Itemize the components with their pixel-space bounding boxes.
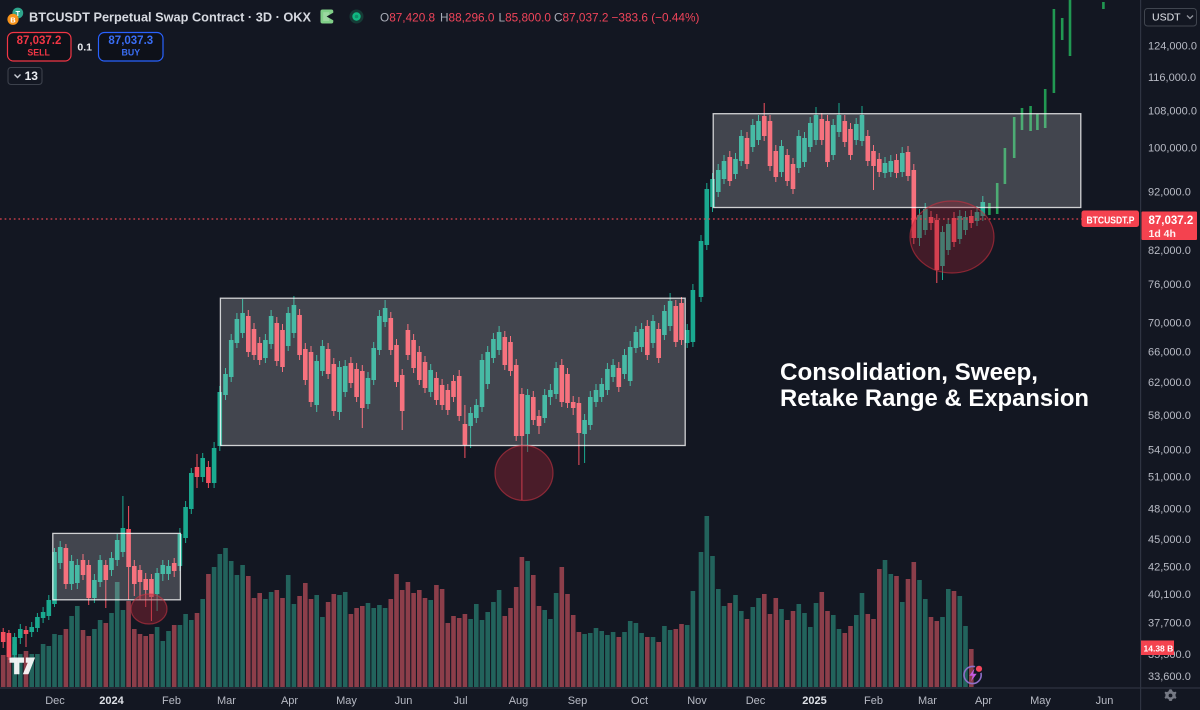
svg-text:Sep: Sep <box>568 695 588 707</box>
svg-text:H88,296.0: H88,296.0 <box>440 11 495 25</box>
svg-text:14.38 B: 14.38 B <box>1144 644 1174 654</box>
svg-text:1d 4h: 1d 4h <box>1149 228 1176 240</box>
svg-text:87,037.2: 87,037.2 <box>17 35 62 47</box>
svg-text:2025: 2025 <box>802 695 826 707</box>
svg-text:Mar: Mar <box>918 695 937 707</box>
svg-text:58,000.0: 58,000.0 <box>1148 410 1191 422</box>
svg-text:48,000.0: 48,000.0 <box>1148 504 1191 516</box>
svg-text:Aug: Aug <box>509 695 529 707</box>
svg-text:40,100.0: 40,100.0 <box>1148 589 1191 601</box>
svg-text:L85,800.0: L85,800.0 <box>499 11 552 25</box>
svg-text:USDT: USDT <box>1152 12 1181 24</box>
svg-text:87,037.2: 87,037.2 <box>1149 215 1194 227</box>
svg-text:54,000.0: 54,000.0 <box>1148 445 1191 457</box>
svg-text:Oct: Oct <box>631 695 648 707</box>
svg-text:45,000.0: 45,000.0 <box>1148 534 1191 546</box>
svg-text:Jul: Jul <box>453 695 467 707</box>
svg-text:Consolidation, Sweep,: Consolidation, Sweep, <box>780 359 1038 386</box>
svg-text:124,000.0: 124,000.0 <box>1148 41 1197 53</box>
svg-text:62,000.0: 62,000.0 <box>1148 377 1191 389</box>
svg-text:Feb: Feb <box>162 695 181 707</box>
svg-text:−383.6 (−0.44%): −383.6 (−0.44%) <box>612 11 700 25</box>
svg-text:BUY: BUY <box>122 48 141 58</box>
svg-text:92,000.0: 92,000.0 <box>1148 187 1191 199</box>
svg-text:70,000.0: 70,000.0 <box>1148 318 1191 330</box>
svg-text:Apr: Apr <box>975 695 992 707</box>
svg-text:82,000.0: 82,000.0 <box>1148 245 1191 257</box>
svg-text:51,000.0: 51,000.0 <box>1148 472 1191 484</box>
svg-text:SELL: SELL <box>27 48 50 58</box>
svg-text:B: B <box>10 15 16 24</box>
svg-text:42,500.0: 42,500.0 <box>1148 562 1191 574</box>
svg-text:37,700.0: 37,700.0 <box>1148 618 1191 630</box>
svg-text:2024: 2024 <box>99 695 124 707</box>
svg-text:Jun: Jun <box>1096 695 1114 707</box>
svg-text:Feb: Feb <box>864 695 883 707</box>
svg-text:May: May <box>336 695 357 707</box>
svg-text:108,000.0: 108,000.0 <box>1148 106 1197 118</box>
svg-text:C87,037.2: C87,037.2 <box>554 11 608 25</box>
svg-text:BTCUSDT Perpetual Swap Contrac: BTCUSDT Perpetual Swap Contract · 3D · O… <box>29 10 311 25</box>
svg-text:66,000.0: 66,000.0 <box>1148 347 1191 359</box>
svg-text:76,000.0: 76,000.0 <box>1148 279 1191 291</box>
svg-text:13: 13 <box>25 69 39 83</box>
svg-text:0.1: 0.1 <box>77 41 92 53</box>
svg-text:100,000.0: 100,000.0 <box>1148 143 1197 155</box>
svg-text:Retake Range & Expansion: Retake Range & Expansion <box>780 385 1089 412</box>
svg-text:O87,420.8: O87,420.8 <box>380 11 436 25</box>
svg-text:T: T <box>16 9 21 18</box>
svg-text:Dec: Dec <box>746 695 766 707</box>
svg-text:116,000.0: 116,000.0 <box>1148 72 1196 84</box>
svg-text:Nov: Nov <box>687 695 707 707</box>
svg-text:May: May <box>1030 695 1051 707</box>
svg-text:33,600.0: 33,600.0 <box>1148 671 1191 683</box>
svg-text:Dec: Dec <box>45 695 65 707</box>
svg-text:Apr: Apr <box>281 695 298 707</box>
svg-text:Mar: Mar <box>217 695 236 707</box>
svg-text:Jun: Jun <box>395 695 413 707</box>
svg-text:87,037.3: 87,037.3 <box>108 35 153 47</box>
svg-text:BTCUSDT.P: BTCUSDT.P <box>1087 214 1135 226</box>
